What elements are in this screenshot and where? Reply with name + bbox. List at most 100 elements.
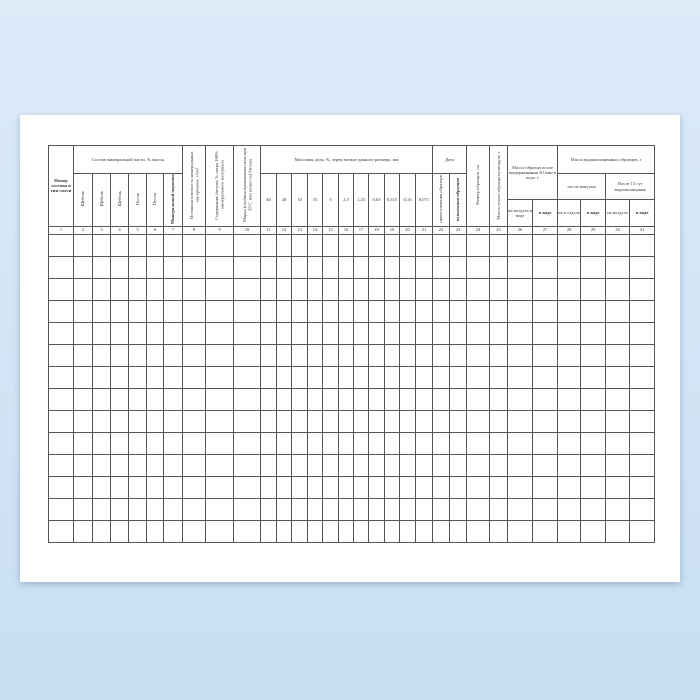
table-cell[interactable] (532, 365, 559, 389)
table-cell[interactable] (338, 343, 355, 367)
table-cell[interactable] (580, 343, 607, 367)
table-cell[interactable] (415, 365, 434, 389)
table-cell[interactable] (110, 233, 129, 257)
table-cell[interactable] (507, 321, 534, 345)
table-cell[interactable] (146, 431, 164, 455)
table-cell[interactable] (605, 497, 631, 521)
table-cell[interactable] (276, 387, 293, 411)
table-cell[interactable] (605, 233, 631, 257)
table-cell[interactable] (338, 365, 355, 389)
table-cell[interactable] (260, 519, 278, 543)
table-cell[interactable] (205, 475, 235, 499)
table-cell[interactable] (466, 453, 491, 477)
table-cell[interactable] (466, 387, 491, 411)
table-cell[interactable] (307, 277, 324, 301)
table-cell[interactable] (260, 431, 278, 455)
table-cell[interactable] (507, 387, 534, 411)
table-cell[interactable] (557, 387, 582, 411)
table-cell[interactable] (384, 387, 401, 411)
table-cell[interactable] (338, 453, 355, 477)
table-cell[interactable] (507, 431, 534, 455)
table-cell[interactable] (557, 255, 582, 279)
table-cell[interactable] (466, 475, 491, 499)
table-cell[interactable] (162, 387, 184, 411)
table-cell[interactable] (128, 365, 147, 389)
table-cell[interactable] (276, 519, 293, 543)
table-cell[interactable] (368, 277, 386, 301)
table-cell[interactable] (48, 255, 74, 279)
table-cell[interactable] (92, 497, 111, 521)
table-cell[interactable] (399, 387, 417, 411)
table-cell[interactable] (233, 277, 262, 301)
table-cell[interactable] (557, 343, 582, 367)
table-cell[interactable] (233, 409, 262, 433)
table-cell[interactable] (233, 299, 262, 323)
table-cell[interactable] (322, 365, 340, 389)
table-cell[interactable] (92, 453, 111, 477)
table-cell[interactable] (338, 475, 355, 499)
table-cell[interactable] (48, 431, 74, 455)
table-cell[interactable] (73, 255, 93, 279)
table-cell[interactable] (507, 453, 534, 477)
table-cell[interactable] (146, 277, 164, 301)
table-cell[interactable] (384, 519, 401, 543)
table-cell[interactable] (580, 255, 607, 279)
table-cell[interactable] (73, 321, 93, 345)
table-cell[interactable] (128, 475, 147, 499)
table-cell[interactable] (205, 519, 235, 543)
table-cell[interactable] (110, 409, 129, 433)
table-cell[interactable] (605, 255, 631, 279)
table-cell[interactable] (605, 321, 631, 345)
table-cell[interactable] (605, 475, 631, 499)
table-cell[interactable] (291, 299, 309, 323)
table-cell[interactable] (399, 453, 417, 477)
table-cell[interactable] (205, 453, 235, 477)
table-cell[interactable] (432, 453, 451, 477)
table-cell[interactable] (580, 475, 607, 499)
table-cell[interactable] (449, 409, 468, 433)
table-cell[interactable] (162, 475, 184, 499)
table-cell[interactable] (146, 409, 164, 433)
table-cell[interactable] (146, 497, 164, 521)
table-cell[interactable] (128, 409, 147, 433)
table-cell[interactable] (449, 277, 468, 301)
table-cell[interactable] (307, 365, 324, 389)
table-cell[interactable] (276, 497, 293, 521)
table-cell[interactable] (162, 255, 184, 279)
table-cell[interactable] (276, 409, 293, 433)
table-cell[interactable] (322, 277, 340, 301)
table-cell[interactable] (449, 299, 468, 323)
table-cell[interactable] (353, 255, 370, 279)
table-cell[interactable] (162, 299, 184, 323)
table-cell[interactable] (580, 299, 607, 323)
table-cell[interactable] (110, 431, 129, 455)
table-cell[interactable] (605, 343, 631, 367)
table-cell[interactable] (605, 277, 631, 301)
table-cell[interactable] (399, 343, 417, 367)
table-cell[interactable] (384, 255, 401, 279)
table-cell[interactable] (48, 497, 74, 521)
table-cell[interactable] (353, 233, 370, 257)
table-cell[interactable] (432, 299, 451, 323)
table-cell[interactable] (368, 387, 386, 411)
table-cell[interactable] (233, 343, 262, 367)
table-cell[interactable] (353, 453, 370, 477)
table-cell[interactable] (557, 299, 582, 323)
table-cell[interactable] (489, 321, 509, 345)
table-cell[interactable] (432, 277, 451, 301)
table-cell[interactable] (629, 409, 656, 433)
table-cell[interactable] (322, 519, 340, 543)
table-cell[interactable] (110, 497, 129, 521)
table-cell[interactable] (432, 387, 451, 411)
table-cell[interactable] (205, 365, 235, 389)
table-cell[interactable] (162, 233, 184, 257)
table-cell[interactable] (146, 475, 164, 499)
table-cell[interactable] (629, 431, 656, 455)
table-cell[interactable] (182, 255, 207, 279)
table-cell[interactable] (233, 321, 262, 345)
table-cell[interactable] (449, 453, 468, 477)
table-cell[interactable] (580, 497, 607, 521)
table-cell[interactable] (466, 321, 491, 345)
table-cell[interactable] (629, 453, 656, 477)
table-cell[interactable] (489, 409, 509, 433)
